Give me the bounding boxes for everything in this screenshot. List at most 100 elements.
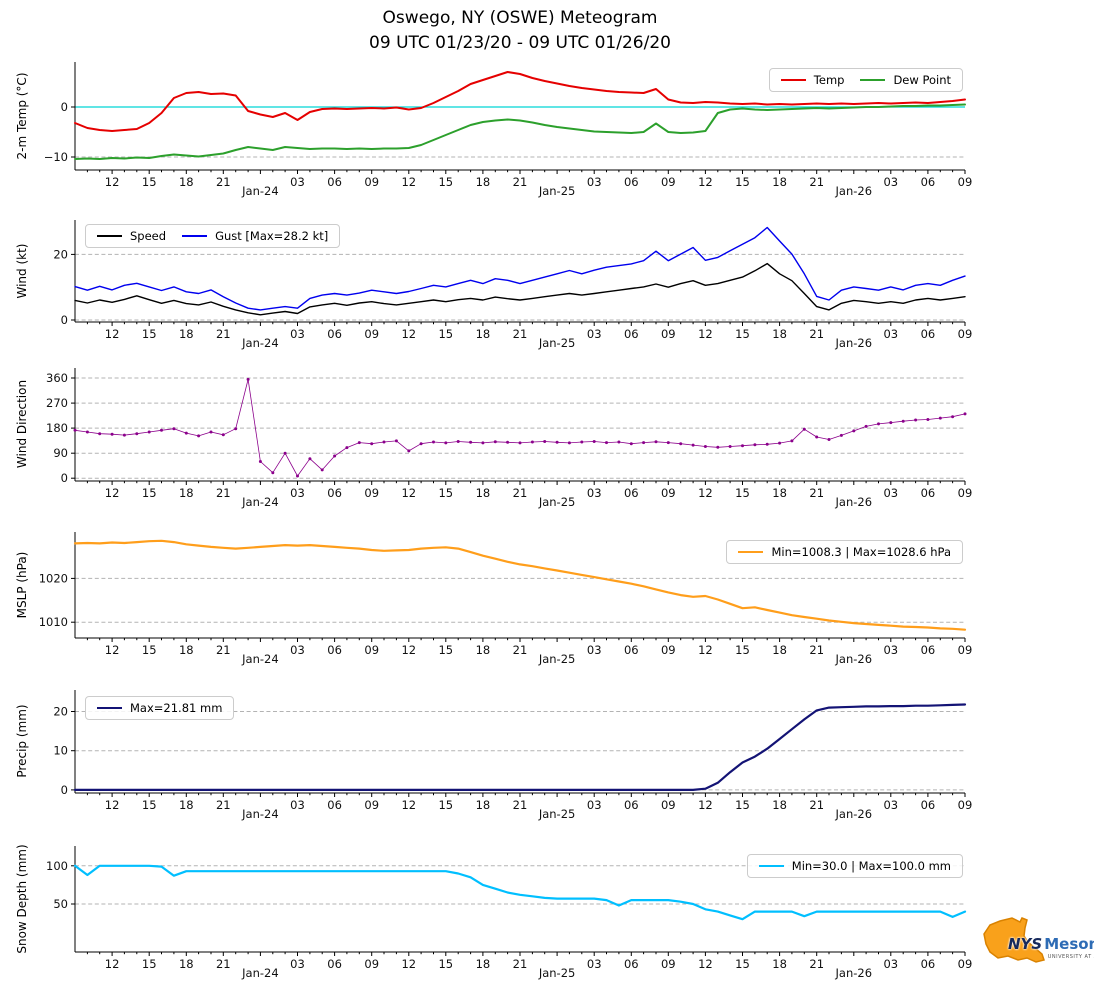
winddir-dir-marker: [778, 441, 782, 445]
svg-text:09: 09: [364, 486, 379, 500]
winddir-dir-marker: [296, 474, 299, 478]
svg-text:06: 06: [921, 327, 936, 341]
svg-text:09: 09: [364, 643, 379, 657]
svg-text:06: 06: [327, 643, 342, 657]
svg-text:03: 03: [290, 798, 305, 812]
svg-text:06: 06: [327, 327, 342, 341]
winddir-dir-marker: [73, 428, 77, 432]
panel-mslp: MSLP (hPa) 1010 1020 12 15 18 21 Jan-24 03 06 09 1…: [0, 532, 1094, 672]
winddir-dir-marker: [642, 441, 646, 445]
svg-text:18: 18: [772, 486, 787, 500]
legend-snow: Min=30.0 | Max=100.0 mm: [746, 854, 963, 878]
svg-text:18: 18: [772, 327, 787, 341]
svg-text:12: 12: [401, 327, 416, 341]
svg-text:03: 03: [883, 327, 898, 341]
legend-entry-temp: Temp: [780, 73, 844, 87]
svg-text:09: 09: [364, 327, 379, 341]
svg-text:21: 21: [513, 957, 528, 971]
svg-text:03: 03: [883, 486, 898, 500]
winddir-dir-marker: [567, 441, 571, 445]
gridlines: [75, 577, 965, 623]
winddir-dir-marker: [938, 416, 942, 420]
y-ticks: 0 10 20: [53, 705, 75, 797]
y-ticks: −10 0: [44, 100, 75, 164]
winddir-dir-marker: [518, 441, 522, 445]
svg-text:15: 15: [735, 486, 750, 500]
svg-text:03: 03: [290, 327, 305, 341]
winddir-dir-marker: [926, 418, 930, 421]
svg-text:03: 03: [290, 957, 305, 971]
svg-text:0: 0: [61, 100, 68, 114]
wind-gust-line: [74, 226, 966, 311]
svg-text:10: 10: [53, 744, 68, 758]
winddir-dir-marker: [530, 440, 534, 444]
winddir-dir-marker: [184, 431, 188, 435]
svg-text:03: 03: [587, 175, 602, 189]
legend-label-dewpoint: Dew Point: [893, 73, 951, 87]
legend-label-precip: Max=21.81 mm: [130, 701, 223, 715]
snow-snow-line: [73, 864, 967, 921]
gridlines: [75, 253, 965, 321]
svg-text:06: 06: [624, 798, 639, 812]
svg-text:270: 270: [46, 396, 68, 410]
x-ticks: 12 15 18 21 Jan-24 03 06 09 12 15 18 21 Jan-25 03 06 09…: [86, 793, 972, 821]
winddir-dir-marker: [98, 432, 102, 436]
svg-text:18: 18: [476, 957, 491, 971]
winddir-dir-marker: [617, 440, 621, 444]
svg-text:06: 06: [327, 957, 342, 971]
winddir-dir-marker: [147, 430, 151, 434]
svg-text:09: 09: [364, 957, 379, 971]
wind-speed-line: [74, 262, 966, 316]
panel-temp: 2-m Temp (°C) −10 0 12 15 18 21 Jan-24 03 06 09 12…: [0, 62, 1094, 204]
svg-text:50: 50: [53, 897, 68, 911]
svg-text:09: 09: [661, 175, 676, 189]
svg-text:Jan-24: Jan-24: [241, 652, 279, 666]
dewpoint-line-swatch: [860, 79, 886, 81]
svg-text:18: 18: [772, 643, 787, 657]
winddir-dir-marker: [135, 432, 139, 436]
svg-text:Jan-24: Jan-24: [241, 495, 279, 509]
svg-text:06: 06: [624, 643, 639, 657]
winddir-dir-marker: [901, 419, 905, 423]
winddir-dir-marker: [85, 430, 89, 434]
svg-text:Jan-26: Jan-26: [835, 966, 873, 980]
svg-text:12: 12: [698, 957, 713, 971]
svg-text:Jan-25: Jan-25: [538, 652, 576, 666]
svg-text:09: 09: [661, 798, 676, 812]
winddir-dir-marker: [555, 440, 559, 444]
winddir-dir-marker: [308, 457, 312, 461]
svg-text:20: 20: [53, 705, 68, 719]
svg-text:06: 06: [921, 643, 936, 657]
legend-precip: Max=21.81 mm: [85, 696, 235, 720]
winddir-dir-marker: [283, 451, 287, 455]
winddir-dir-marker: [790, 439, 794, 443]
svg-text:09: 09: [364, 798, 379, 812]
winddir-dir-marker: [728, 445, 732, 448]
svg-text:03: 03: [290, 643, 305, 657]
svg-text:03: 03: [587, 327, 602, 341]
plot-wind: 0 20 12 15 18 21 Jan-24 03 06 09 12 15 18 21 Jan-25 03 0…: [53, 220, 972, 350]
winddir-dir-marker: [753, 443, 757, 447]
svg-text:15: 15: [438, 798, 453, 812]
svg-text:12: 12: [698, 798, 713, 812]
winddir-dir-marker: [691, 443, 695, 447]
svg-text:21: 21: [216, 957, 231, 971]
svg-text:03: 03: [587, 486, 602, 500]
winddir-dir-marker: [122, 433, 126, 437]
winddir-dir-marker: [160, 428, 163, 432]
svg-text:12: 12: [401, 175, 416, 189]
svg-text:03: 03: [587, 643, 602, 657]
gridlines: [75, 106, 965, 158]
svg-text:15: 15: [735, 957, 750, 971]
svg-text:15: 15: [735, 327, 750, 341]
legend-label-snow: Min=30.0 | Max=100.0 mm: [791, 859, 951, 873]
svg-text:21: 21: [216, 327, 231, 341]
legend-entry-dewpoint: Dew Point: [860, 73, 951, 87]
winddir-dir-marker: [654, 440, 658, 444]
winddir-dir-marker: [716, 445, 720, 449]
svg-text:09: 09: [958, 486, 973, 500]
winddir-dir-marker: [456, 440, 460, 443]
svg-text:18: 18: [179, 798, 194, 812]
svg-text:18: 18: [476, 327, 491, 341]
svg-text:12: 12: [401, 957, 416, 971]
